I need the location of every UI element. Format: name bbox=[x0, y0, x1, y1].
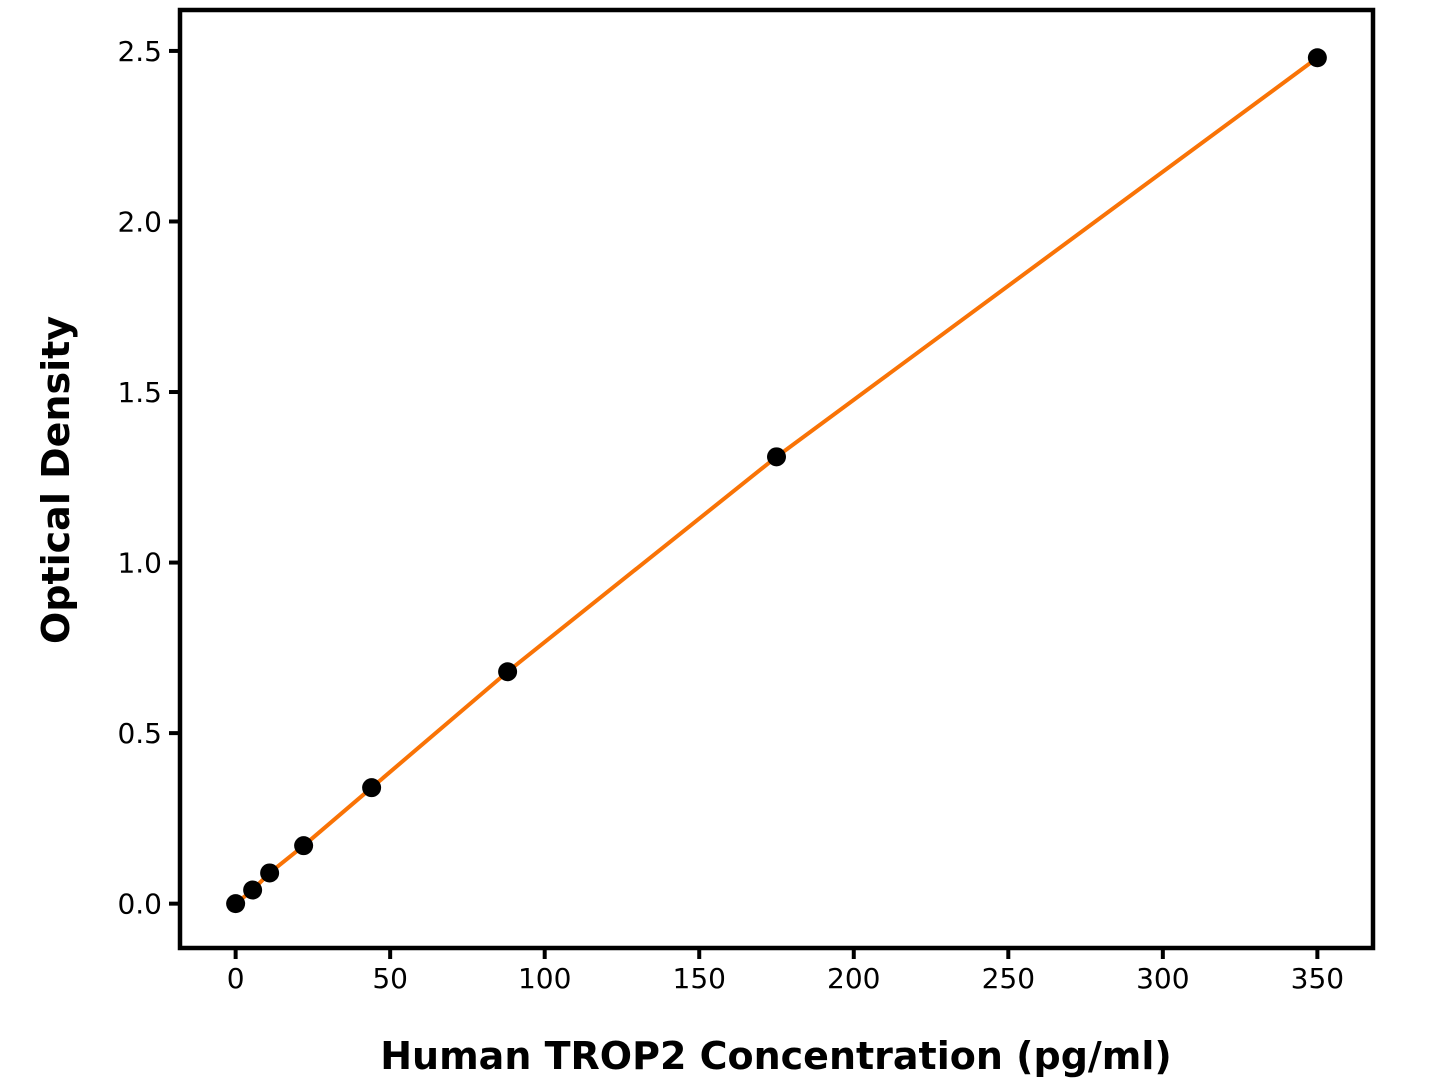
y-tick-label: 2.5 bbox=[117, 35, 162, 68]
x-tick-label: 100 bbox=[518, 962, 571, 995]
y-tick-label: 1.5 bbox=[117, 376, 162, 409]
y-axis-title: Optical Density bbox=[34, 315, 79, 645]
data-point bbox=[294, 836, 314, 856]
data-point bbox=[767, 447, 786, 467]
y-tick-label: 0.5 bbox=[117, 717, 162, 750]
y-tick-label: 2.0 bbox=[117, 205, 162, 238]
data-point bbox=[243, 880, 263, 900]
x-tick-label: 350 bbox=[1291, 962, 1344, 995]
y-tick-label: 0.0 bbox=[117, 888, 162, 921]
x-tick-label: 150 bbox=[673, 962, 726, 995]
y-tick-label: 1.0 bbox=[117, 547, 162, 580]
x-tick-label: 0 bbox=[227, 962, 245, 995]
x-axis-title: Human TROP2 Concentration (pg/ml) bbox=[380, 1034, 1172, 1078]
data-point bbox=[1307, 48, 1327, 68]
data-point bbox=[260, 863, 280, 883]
data-point bbox=[226, 894, 246, 914]
x-tick-label: 300 bbox=[1136, 962, 1189, 995]
data-point bbox=[498, 662, 518, 682]
x-tick-label: 250 bbox=[982, 962, 1035, 995]
x-tick-label: 50 bbox=[372, 962, 408, 995]
plot-frame bbox=[177, 7, 1376, 951]
standard-curve-line bbox=[233, 55, 1320, 906]
x-tick-label: 200 bbox=[827, 962, 880, 995]
data-point bbox=[362, 778, 382, 798]
